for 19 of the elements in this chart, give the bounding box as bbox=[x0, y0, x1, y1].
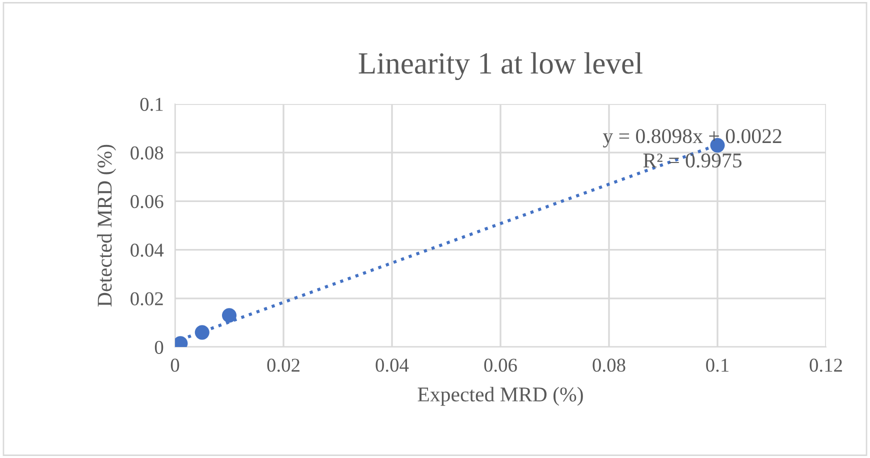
chart-title: Linearity 1 at low level bbox=[358, 52, 642, 80]
y-tick-label: 0.06 bbox=[130, 195, 164, 208]
annotation: y = 0.8098x + 0.0022 bbox=[602, 129, 782, 148]
y-tick-label: 0 bbox=[154, 340, 164, 354]
x-tick-label: 0.12 bbox=[810, 358, 842, 372]
point bbox=[194, 325, 210, 340]
x-tick-label: 0 bbox=[170, 358, 180, 372]
x-tick-label: 0.04 bbox=[376, 358, 409, 372]
y-tick-label: 0.04 bbox=[130, 244, 164, 257]
x-tick-label: 0.1 bbox=[706, 358, 728, 372]
x-tick-label: 0.08 bbox=[592, 358, 626, 372]
x-axis-title: Expected MRD (%) bbox=[418, 386, 583, 406]
y-tick-label: 0.1 bbox=[140, 98, 163, 112]
point bbox=[222, 308, 237, 323]
y-tick-label: 0.02 bbox=[130, 292, 163, 306]
y-tick-label: 0.08 bbox=[130, 146, 164, 160]
x-tick-label: 0.02 bbox=[267, 358, 300, 372]
y-axis-title: Detected MRD (%) bbox=[97, 144, 116, 306]
x-tick-label: 0.06 bbox=[484, 358, 517, 372]
